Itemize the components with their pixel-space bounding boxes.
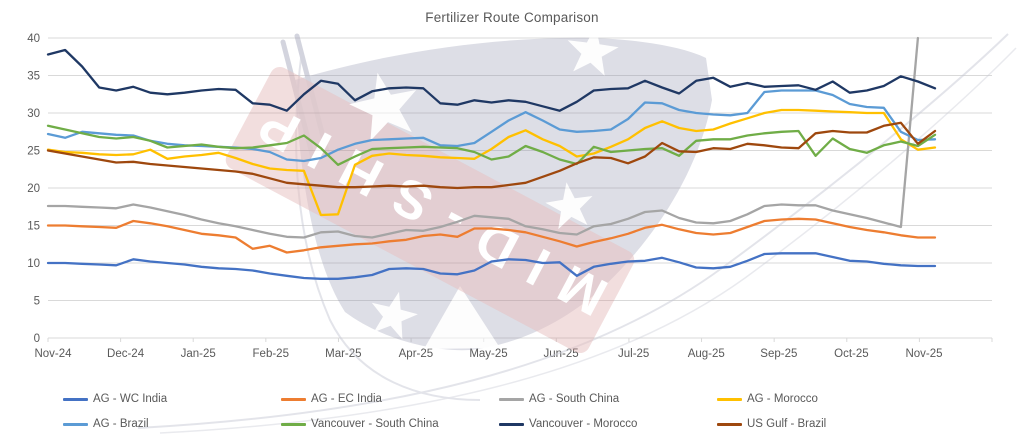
- legend-label: Vancouver - South China: [311, 418, 439, 430]
- x-axis-label: Oct-25: [834, 348, 869, 360]
- x-axis-label: Apr-25: [399, 348, 434, 360]
- legend-label: US Gulf - Brazil: [747, 418, 827, 430]
- legend-item-ag-south-china: AG - South China: [499, 392, 619, 406]
- x-axis-label: Nov-25: [905, 348, 942, 360]
- x-axis-label: Feb-25: [253, 348, 289, 360]
- x-axis-label: Jun-25: [543, 348, 578, 360]
- y-axis-label: 40: [27, 33, 40, 45]
- x-axis-label: Jul-25: [618, 348, 649, 360]
- flag-field: [295, 37, 712, 351]
- legend-item-vancouver-morocco: Vancouver - Morocco: [499, 417, 637, 431]
- legend-swatch-us-gulf-brazil: [717, 422, 742, 426]
- legend-item-us-gulf-brazil: US Gulf - Brazil: [717, 417, 826, 431]
- x-axis-label: Aug-25: [688, 348, 725, 360]
- legend-label: Vancouver - Morocco: [529, 418, 638, 430]
- legend-swatch-ag-south-china: [499, 397, 524, 401]
- legend-label: AG - South China: [529, 393, 620, 405]
- legend-item-ag-brazil: AG - Brazil: [63, 417, 149, 431]
- series-line-us-gulf-brazil: [46, 121, 937, 190]
- y-axis-label: 25: [27, 146, 40, 158]
- watermark-star: [545, 182, 593, 230]
- x-axis-label: May-25: [469, 348, 507, 360]
- series-line-ag-morocco: [46, 108, 937, 217]
- legend-swatch-vancouver-morocco: [499, 422, 524, 426]
- legend-item-vancouver-south-china: Vancouver - South China: [281, 417, 439, 431]
- x-axis-label: Jan-25: [181, 348, 216, 360]
- y-axis-label: 5: [34, 296, 40, 308]
- series-line-ag-south-china: [46, 36, 920, 239]
- legend-item-ag-morocco: AG - Morocco: [717, 392, 818, 406]
- legend-label: AG - EC India: [311, 393, 382, 405]
- y-axis-label: 20: [27, 183, 40, 195]
- series-line-ag-ec-india: [46, 217, 937, 254]
- y-axis-label: 0: [34, 333, 40, 345]
- legend-swatch-ag-ec-india: [281, 397, 306, 401]
- series-line-ag-wc-india: [46, 252, 937, 280]
- series-line-vancouver-south-china: [46, 124, 937, 166]
- legend-swatch-vancouver-south-china: [281, 422, 306, 426]
- x-axis-label: Sep-25: [760, 348, 797, 360]
- x-axis-label: Nov-24: [34, 348, 72, 360]
- legend-label: AG - WC India: [93, 393, 168, 405]
- x-axis-label: Dec-24: [107, 348, 145, 360]
- legend-item-ag-wc-india: AG - WC India: [63, 392, 167, 406]
- x-axis-label: Mar-25: [325, 348, 361, 360]
- legend-swatch-ag-morocco: [717, 397, 742, 401]
- legend-label: AG - Morocco: [747, 393, 818, 405]
- y-axis-label: 10: [27, 258, 40, 270]
- y-axis-label: 15: [27, 221, 40, 233]
- y-axis-label: 35: [27, 71, 40, 83]
- series-lines: [46, 36, 937, 280]
- legend-swatch-ag-wc-india: [63, 397, 88, 401]
- legend-label: AG - Brazil: [93, 418, 149, 430]
- watermark-star: [567, 25, 619, 76]
- y-axis-label: 30: [27, 108, 40, 120]
- series-line-vancouver-morocco: [46, 48, 937, 112]
- chart-title: Fertilizer Route Comparison: [425, 10, 599, 25]
- legend-item-ag-ec-india: AG - EC India: [281, 392, 382, 406]
- legend-swatch-ag-brazil: [63, 422, 88, 426]
- watermark-star: [371, 291, 418, 340]
- watermark-star: [349, 72, 417, 141]
